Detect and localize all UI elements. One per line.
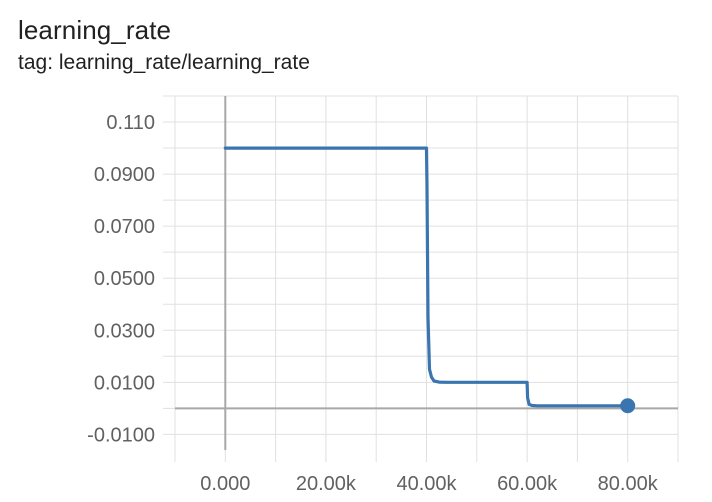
chart-title: learning_rate [18,15,172,45]
y-tick-labels: 0.110 0.0900 0.0700 0.0500 0.0300 0.0100 -0.01… [87,112,155,446]
x-tick-label: 20.00k [296,473,357,495]
series-line [223,146,630,408]
series-layer [223,146,636,414]
y-tick-label: 0.0900 [94,164,155,186]
y-tick-label: 0.110 [106,112,155,134]
x-tick-label: 80.00k [598,473,659,495]
series-end-point[interactable] [620,398,636,414]
y-tick-label: 0.0500 [94,268,155,290]
x-tick-label: 40.00k [396,473,457,495]
x-tick-label: 60.00k [497,473,558,495]
axes [175,96,678,450]
y-tick-label: 0.0100 [94,372,155,394]
y-tick-label: -0.0100 [87,424,155,446]
y-tick-label: 0.0700 [94,216,155,238]
x-tick-labels: 0.000 20.00k 40.00k 60.00k 80.00k [200,473,658,495]
chart-subtitle: tag: learning_rate/learning_rate [18,51,310,74]
y-tick-label: 0.0300 [94,320,155,342]
x-tick-label: 0.000 [200,473,250,495]
